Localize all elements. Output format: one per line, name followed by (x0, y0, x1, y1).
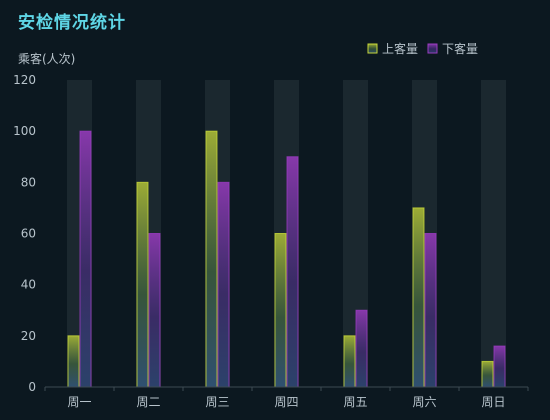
category-band (481, 80, 506, 387)
x-tick-label: 周六 (412, 395, 436, 409)
y-axis-ticks: 0 20 40 60 80 100 120 (13, 73, 36, 394)
bar-series-1[interactable] (205, 130, 218, 388)
x-tick-label: 周五 (343, 395, 367, 409)
x-tick-label: 周二 (136, 395, 160, 409)
bar-series-1[interactable] (67, 335, 80, 388)
legend-label[interactable]: 下客量 (442, 41, 478, 56)
bars-group (67, 130, 506, 388)
bar-series-2[interactable] (493, 345, 506, 388)
y-tick-label: 40 (21, 278, 36, 292)
legend-swatch[interactable] (427, 43, 438, 54)
bar-series-2[interactable] (424, 233, 437, 388)
bar-series-1[interactable] (412, 207, 425, 388)
x-axis (44, 386, 529, 391)
bar-series-1[interactable] (481, 360, 494, 388)
bar-series-2[interactable] (217, 181, 230, 388)
bar-series-1[interactable] (343, 335, 356, 388)
legend-swatch[interactable] (367, 43, 378, 54)
y-axis-label: 乘客(人次) (18, 51, 75, 66)
y-tick-label: 100 (13, 124, 36, 138)
x-tick-label: 周三 (205, 395, 229, 409)
y-tick-label: 20 (21, 329, 36, 343)
bar-series-1[interactable] (274, 233, 287, 388)
y-tick-label: 80 (21, 175, 36, 189)
x-axis-ticks: 周一 周二 周三 周四 周五 周六 周日 (67, 395, 505, 409)
legend: 上客量 下客量 (367, 41, 478, 56)
chart-title: 安检情况统计 (18, 13, 126, 33)
bar-series-2[interactable] (286, 156, 299, 388)
x-tick-label: 周日 (481, 395, 505, 409)
legend-label[interactable]: 上客量 (382, 41, 418, 56)
y-tick-label: 120 (13, 73, 36, 87)
x-tick-label: 周一 (67, 395, 91, 409)
bar-series-1[interactable] (136, 181, 149, 388)
y-tick-label: 60 (21, 227, 36, 241)
bar-series-2[interactable] (79, 130, 92, 388)
bar-series-2[interactable] (148, 233, 161, 388)
bar-series-2[interactable] (355, 309, 368, 388)
y-tick-label: 0 (28, 380, 36, 394)
x-tick-label: 周四 (274, 395, 298, 409)
